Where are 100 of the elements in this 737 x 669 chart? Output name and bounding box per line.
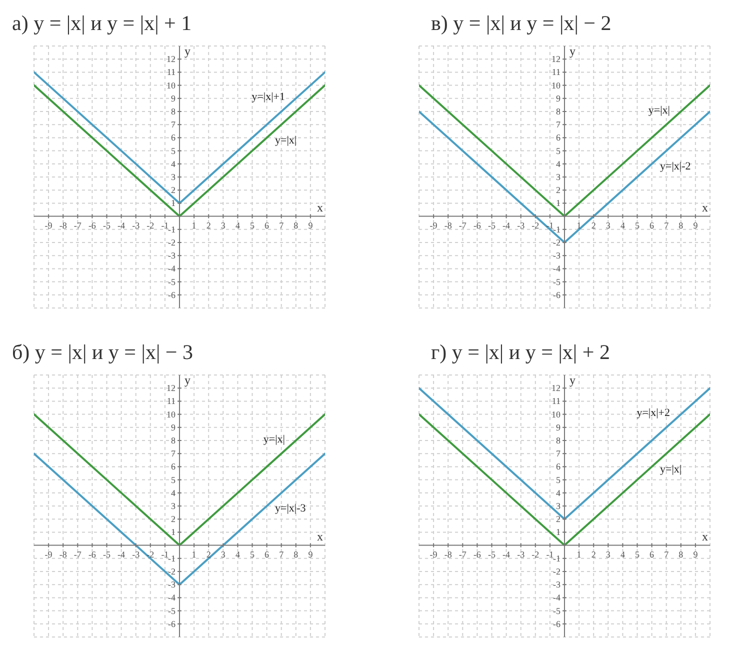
y-tick-label: 4	[171, 488, 176, 498]
x-tick-label: 1	[192, 220, 196, 230]
x-tick-label: -6	[88, 549, 96, 560]
x-tick-label: 6	[650, 220, 655, 230]
x-tick-label: 3	[606, 220, 611, 230]
x-tick-label: -4	[118, 220, 126, 230]
y-tick-label: -6	[168, 290, 176, 300]
y-tick-label: 3	[171, 172, 176, 182]
x-tick-label: -5	[103, 549, 111, 560]
series-label: y=|x|	[648, 104, 670, 116]
y-tick-label: -5	[553, 606, 561, 616]
y-tick-label: 7	[556, 120, 561, 130]
y-tick-label: 5	[556, 146, 561, 156]
y-tick-label: 2	[556, 185, 560, 196]
series-label: y=|x|+2	[636, 407, 670, 420]
y-tick-label: -2	[553, 566, 560, 576]
x-tick-label: -3	[132, 549, 140, 560]
y-tick-label: 5	[556, 474, 561, 485]
y-tick-label: 12	[552, 54, 560, 64]
y-tick-label: 8	[556, 106, 561, 116]
y-tick-label: 2	[171, 514, 176, 524]
x-tick-label: -7	[74, 549, 82, 560]
x-tick-label: 2	[206, 220, 211, 230]
chart-title: г) y = |x| и y = |x| + 2	[430, 339, 611, 366]
y-tick-label: -4	[553, 264, 561, 274]
y-tick-label: 8	[556, 436, 561, 446]
x-tick-label: -2	[146, 549, 154, 560]
x-tick-label: 7	[279, 220, 284, 230]
y-tick-label: 9	[556, 422, 561, 432]
x-tick-label: -8	[444, 549, 452, 560]
y-tick-label: 11	[166, 396, 176, 406]
x-tick-label: 2	[591, 549, 596, 560]
y-tick-label: 4	[171, 158, 176, 169]
chart-title: б) y = |x| и y = |x| − 3	[11, 339, 194, 366]
x-tick-label: 1	[576, 220, 582, 230]
x-tick-label: 7	[664, 549, 670, 560]
x-tick-label: -7	[458, 549, 467, 560]
y-tick-label: 6	[171, 462, 176, 472]
y-tick-label: 9	[171, 422, 176, 432]
y-tick-label: -4	[168, 264, 176, 274]
x-tick-label: 7	[279, 549, 284, 560]
y-tick-label: 1	[556, 198, 560, 208]
y-tick-label: 4	[556, 158, 561, 169]
y-axis-title: y	[184, 373, 190, 387]
x-tick-label: 9	[693, 549, 698, 560]
x-tick-label: 7	[664, 220, 670, 230]
x-tick-label: 6	[650, 549, 655, 560]
x-tick-label: -7	[74, 220, 82, 230]
y-tick-label: 6	[556, 462, 561, 472]
series-label: y=|x|-3	[275, 502, 306, 515]
y-tick-label: -2	[553, 238, 560, 248]
x-tick-label: 9	[693, 220, 698, 230]
y-tick-label: 3	[171, 501, 176, 511]
x-tick-label: -2	[532, 549, 540, 560]
y-axis-title: y	[184, 44, 190, 58]
x-tick-label: 3	[606, 549, 611, 560]
x-tick-label: 8	[678, 549, 684, 560]
x-tick-label: 3	[220, 220, 226, 230]
y-tick-label: -5	[168, 606, 176, 616]
x-tick-label: -5	[103, 220, 111, 230]
x-tick-label: 4	[235, 549, 240, 560]
y-tick-label: -4	[553, 592, 561, 603]
y-tick-label: -3	[168, 250, 176, 261]
x-tick-label: -6	[473, 549, 482, 560]
y-tick-label: 11	[166, 67, 176, 78]
y-tick-label: 1	[556, 527, 560, 538]
y-tick-label: -6	[168, 618, 176, 629]
y-tick-label: 10	[166, 409, 176, 420]
y-tick-label: -2	[168, 566, 176, 576]
x-tick-label: 4	[620, 549, 626, 560]
x-tick-label: -9	[44, 220, 53, 230]
x-tick-label: -5	[488, 549, 496, 560]
series-label: y=|x|+1	[252, 91, 285, 104]
x-axis-title: x	[317, 529, 323, 544]
y-tick-label: 1	[171, 198, 176, 208]
x-tick-label: 1	[576, 549, 582, 560]
y-tick-label: 12	[552, 383, 560, 394]
x-tick-label: 1	[192, 549, 196, 560]
x-tick-label: -8	[59, 220, 68, 230]
x-tick-label: 9	[308, 549, 314, 560]
y-tick-label: 9	[556, 93, 561, 104]
x-tick-label: -9	[44, 549, 53, 560]
x-tick-label: -2	[532, 220, 540, 230]
y-tick-label: 9	[171, 93, 176, 104]
y-tick-label: 10	[552, 409, 561, 420]
x-tick-label: 5	[635, 220, 640, 230]
x-axis-title: x	[702, 529, 708, 544]
y-tick-label: 7	[556, 448, 561, 459]
y-tick-label: 1	[171, 527, 176, 538]
y-tick-label: 8	[171, 436, 176, 446]
x-tick-label: -4	[502, 220, 511, 230]
y-tick-label: -6	[553, 618, 561, 629]
y-axis-title: y	[570, 44, 576, 58]
y-tick-label: -3	[168, 580, 176, 590]
y-tick-label: -3	[553, 580, 561, 590]
x-tick-label: 3	[220, 549, 226, 560]
x-tick-label: 2	[591, 220, 596, 230]
y-tick-label: -3	[553, 250, 561, 261]
y-axis-title: y	[570, 373, 576, 387]
y-tick-label: 7	[171, 120, 176, 130]
